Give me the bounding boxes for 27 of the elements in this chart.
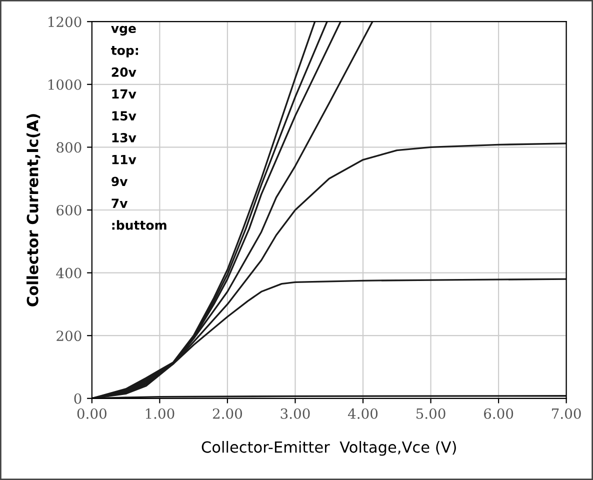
- x-tick-label: 6.00: [484, 408, 514, 419]
- annotation: 9v: [112, 176, 128, 186]
- y-tick-label: 1000: [48, 79, 82, 90]
- annotation: 13v: [112, 132, 136, 142]
- annotation: 20v: [112, 67, 136, 77]
- x-tick-label: 1.00: [146, 408, 174, 419]
- x-tick-label: 7.00: [552, 408, 581, 419]
- annotation: 15v: [112, 111, 136, 121]
- y-tick-label: 800: [56, 142, 82, 153]
- y-tick-label: 0: [74, 393, 82, 404]
- annotation: top:: [111, 46, 138, 58]
- y-tick-label: 1200: [48, 16, 82, 28]
- y-tick-label: 400: [56, 268, 82, 278]
- x-axis-title: Collector-Emitter Voltage,Vce (V): [202, 441, 456, 456]
- x-tick-label: 4.00: [348, 408, 378, 419]
- x-tick-label: 3.00: [280, 408, 310, 419]
- annotation: 7v: [112, 198, 128, 208]
- y-axis-title: Collector Current,Ic(A): [26, 114, 40, 306]
- annotation: 17v: [112, 89, 136, 99]
- x-tick-label: 5.00: [416, 408, 446, 419]
- y-tick-label: 200: [56, 330, 82, 342]
- annotation: 11v: [112, 154, 136, 164]
- x-tick-label: 2.00: [212, 408, 242, 419]
- x-tick-label: 0.00: [77, 408, 106, 419]
- annotation: :buttom: [112, 220, 166, 230]
- annotation: vge: [111, 26, 136, 36]
- y-tick-label: 600: [56, 204, 82, 216]
